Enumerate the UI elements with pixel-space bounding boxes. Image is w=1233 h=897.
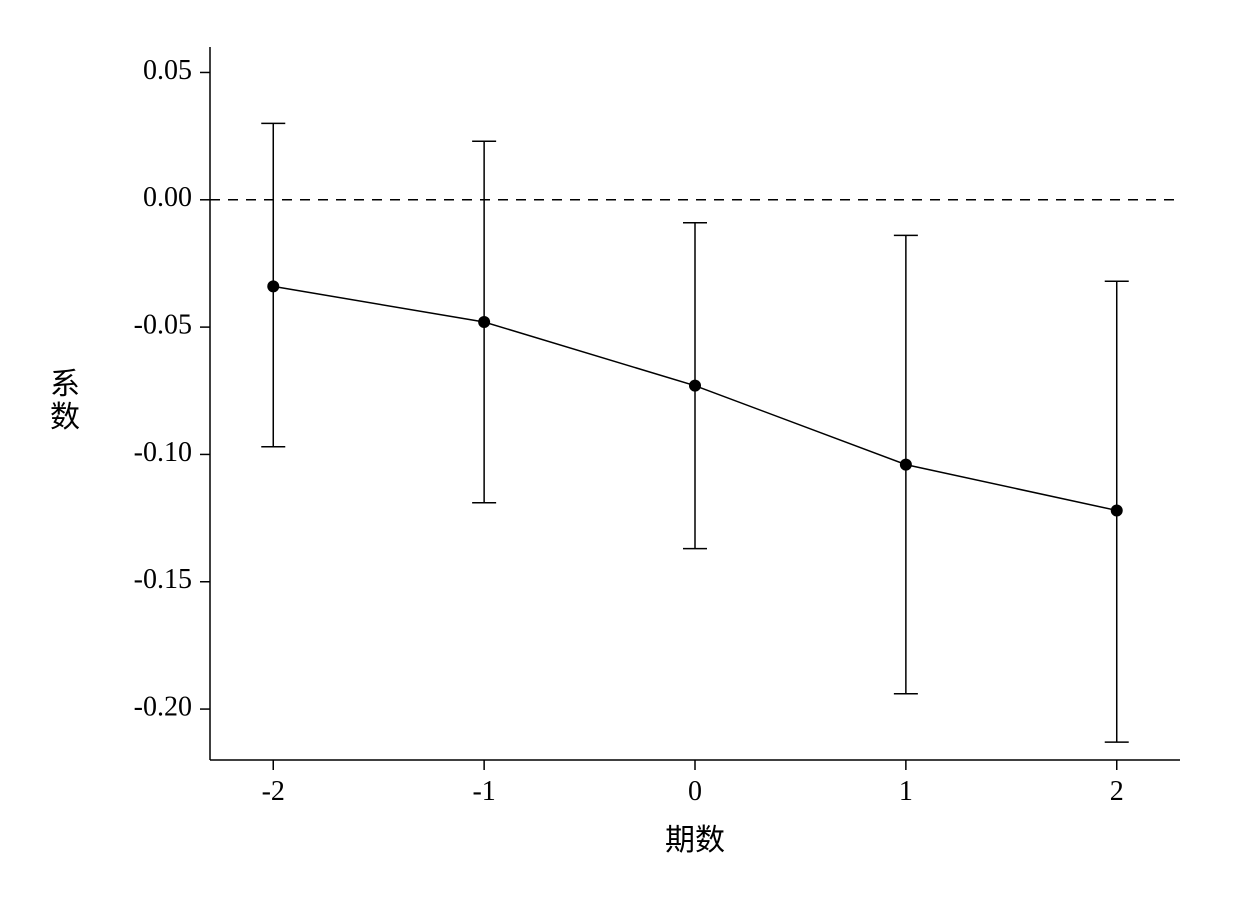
data-point [478, 316, 490, 328]
data-point [689, 380, 701, 392]
y-axis-title: 系 [50, 368, 80, 401]
y-tick-label: -0.05 [134, 310, 192, 341]
x-tick-label: -1 [472, 776, 495, 807]
y-tick-label: 0.05 [143, 55, 192, 86]
y-tick-label: -0.10 [134, 437, 192, 468]
data-point [267, 280, 279, 292]
x-tick-label: -2 [262, 776, 285, 807]
x-axis-title: 期数 [665, 824, 725, 857]
y-tick-label: 0.00 [143, 182, 192, 213]
y-axis-title: 数 [50, 401, 80, 434]
x-tick-label: 2 [1110, 776, 1124, 807]
event-study-chart: -0.20 -0.15 -0.10 -0.05 0.00 0.05 -2 -1 0 1 2 期数 系数 [0, 0, 1233, 897]
chart-svg: -0.20 -0.15 -0.10 -0.05 0.00 0.05 -2 -1 0 1 2 期数 系数 [0, 0, 1233, 897]
x-tick-label: 0 [688, 776, 702, 807]
data-point [900, 459, 912, 471]
data-point [1111, 504, 1123, 516]
y-tick-label: -0.15 [134, 564, 192, 595]
y-tick-label: -0.20 [134, 691, 192, 722]
x-tick-label: 1 [899, 776, 913, 807]
